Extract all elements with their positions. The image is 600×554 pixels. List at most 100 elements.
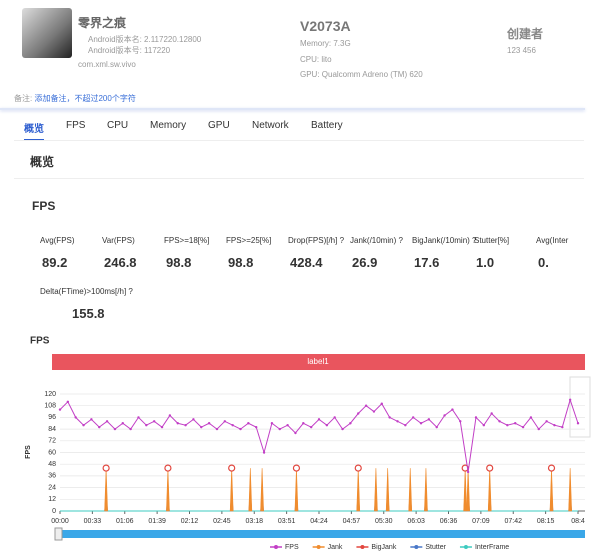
scroll-handle[interactable] xyxy=(54,527,63,541)
y-tick-label: 72 xyxy=(48,438,56,445)
x-tick-label: 07:09 xyxy=(472,518,490,525)
point xyxy=(474,416,478,419)
x-tick-label: 08:15 xyxy=(537,518,555,525)
point xyxy=(514,422,517,425)
legend-label: Stutter xyxy=(425,544,446,551)
point xyxy=(317,418,321,421)
metric-value: 26.9 xyxy=(352,255,378,270)
x-tick-label: 03:18 xyxy=(245,518,263,525)
tab[interactable]: Memory xyxy=(150,120,187,131)
point xyxy=(98,425,101,429)
spike xyxy=(487,468,492,512)
point xyxy=(325,424,329,427)
x-tick-label: 06:36 xyxy=(440,518,458,525)
point xyxy=(451,408,454,411)
point xyxy=(168,414,172,417)
point xyxy=(113,427,117,431)
spike xyxy=(294,468,299,512)
metric-label: Avg(Inter xyxy=(536,236,569,245)
point xyxy=(498,420,501,423)
point xyxy=(200,425,203,429)
tab[interactable]: 概览 xyxy=(24,120,44,141)
point xyxy=(160,425,164,429)
metric-value: 0. xyxy=(538,255,549,270)
point xyxy=(404,424,407,427)
point xyxy=(568,398,572,402)
spike xyxy=(463,468,467,512)
point xyxy=(223,420,227,423)
metric-label: Avg(FPS) xyxy=(40,236,75,245)
tab[interactable]: FPS xyxy=(66,120,86,131)
y-tick-label: 12 xyxy=(48,496,56,503)
point xyxy=(192,418,195,421)
point xyxy=(152,420,156,423)
point xyxy=(372,410,376,413)
point xyxy=(529,416,533,419)
x-tick-label: 08:4 xyxy=(571,518,585,525)
legend-dot xyxy=(360,545,365,549)
marker xyxy=(102,464,110,472)
memory: Memory: 7.3G xyxy=(300,39,351,48)
point xyxy=(388,416,391,419)
point xyxy=(506,424,509,427)
y-axis-label: FPS xyxy=(25,445,32,459)
divider xyxy=(14,140,584,141)
tabs: 概览 FPS CPU Memory GPU Network Battery xyxy=(0,118,600,141)
device: V2073A xyxy=(300,18,351,34)
x-tick-label: 07:42 xyxy=(504,518,522,525)
x-tick-label: 02:12 xyxy=(181,518,199,525)
label-bar xyxy=(52,354,585,370)
note-hint[interactable]: 添加备注，不超过200个字符 xyxy=(34,94,136,103)
tab[interactable]: CPU xyxy=(107,120,129,131)
spike xyxy=(466,468,470,512)
divider xyxy=(0,108,585,110)
scrollbar[interactable] xyxy=(55,530,585,538)
point xyxy=(333,416,336,419)
point xyxy=(255,425,258,429)
spike xyxy=(229,468,234,512)
point xyxy=(459,420,462,423)
tab[interactable]: Network xyxy=(252,120,289,131)
point xyxy=(278,427,281,431)
point xyxy=(466,470,470,474)
spike xyxy=(248,468,253,512)
metric-label: FPS>=18[%] xyxy=(164,236,210,245)
marker xyxy=(547,464,556,472)
point xyxy=(105,420,109,423)
spike xyxy=(385,468,390,512)
metric-value: 89.2 xyxy=(42,255,68,270)
line xyxy=(59,398,579,473)
legend-label: InterFrame xyxy=(475,544,509,551)
y-tick-label: 48 xyxy=(48,461,56,468)
metric-label: BigJank(/10min) ? xyxy=(412,236,477,245)
point xyxy=(231,424,234,427)
metric-value: 155.8 xyxy=(72,306,105,321)
y-tick-label: 0 xyxy=(52,508,56,515)
point xyxy=(545,420,548,423)
spike xyxy=(104,468,108,512)
point xyxy=(215,427,219,431)
point xyxy=(176,422,179,425)
point xyxy=(66,400,70,403)
point xyxy=(294,431,297,435)
point xyxy=(270,422,274,425)
metric-label: Delta(FTime)>100ms[/h] ? xyxy=(40,287,133,296)
x-tick-label: 04:57 xyxy=(343,518,361,525)
x-tick-label: 05:30 xyxy=(375,518,393,525)
y-tick-label: 108 xyxy=(44,403,56,410)
metric-value: 1.0 xyxy=(476,255,495,270)
tab[interactable]: GPU xyxy=(208,120,230,131)
creator: 123 456 xyxy=(507,46,536,55)
fps-title: FPS xyxy=(32,199,56,213)
y-tick-label: 96 xyxy=(48,414,56,421)
metric-label: FPS>=25[%] xyxy=(226,236,272,245)
metric-value: 98.8 xyxy=(228,255,254,270)
x-tick-label: 00:00 xyxy=(51,518,69,525)
x-tick-label: 03:51 xyxy=(278,518,296,525)
y-tick-label: 36 xyxy=(48,473,56,480)
package: com.xml.sw.vivo xyxy=(78,60,136,69)
point xyxy=(121,422,124,425)
point xyxy=(145,424,148,427)
point xyxy=(207,422,211,425)
tab[interactable]: Battery xyxy=(311,120,343,131)
